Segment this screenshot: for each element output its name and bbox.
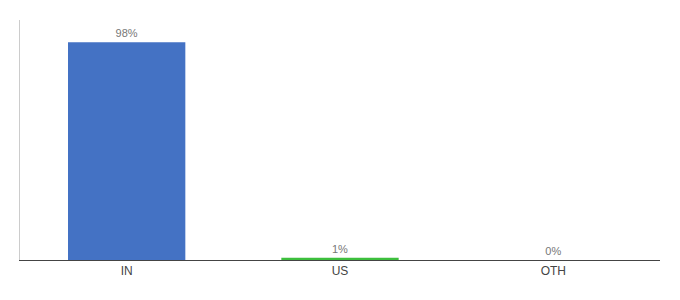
svg-text:98%: 98% bbox=[116, 27, 138, 39]
svg-text:US: US bbox=[332, 264, 349, 278]
svg-text:OTH: OTH bbox=[541, 264, 566, 278]
svg-text:1%: 1% bbox=[332, 243, 348, 255]
svg-text:IN: IN bbox=[121, 264, 133, 278]
svg-text:0%: 0% bbox=[545, 245, 561, 257]
